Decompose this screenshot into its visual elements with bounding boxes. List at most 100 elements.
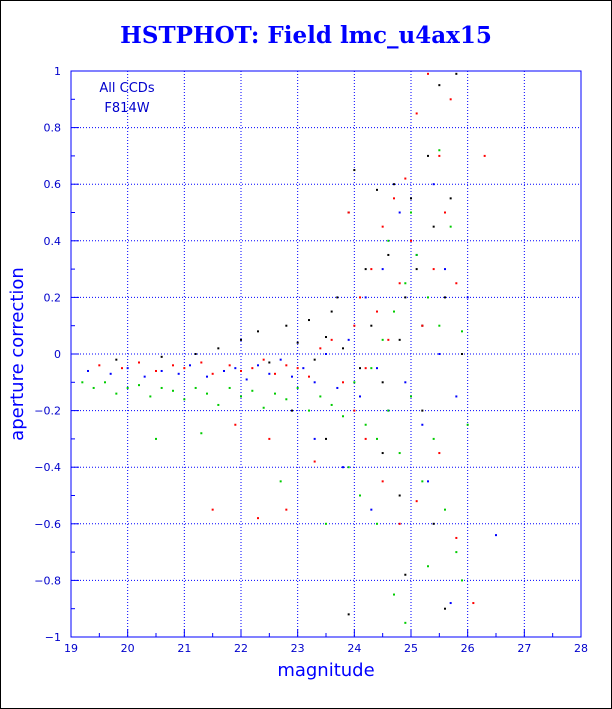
data-point [438,324,441,327]
data-point [432,183,435,186]
data-point [353,381,356,384]
data-point [217,347,220,350]
data-point [347,338,350,341]
data-point [381,268,384,271]
data-point [376,188,378,191]
data-point [432,225,435,228]
data-point [427,296,429,299]
data-point [449,602,452,605]
data-point [274,372,276,375]
data-point [455,536,458,539]
data-point [143,375,146,378]
data-point [228,364,231,367]
x-tick-label: 22 [234,642,248,655]
data-point [427,480,429,483]
data-point [427,154,429,157]
data-point [302,367,305,370]
data-point [421,480,424,483]
data-point [319,347,322,350]
data-point [438,452,441,455]
data-point [92,386,95,389]
data-point [438,84,441,87]
data-points [81,72,497,624]
data-point [364,437,367,440]
data-point [268,361,271,364]
data-point [325,522,327,525]
data-point [183,398,186,401]
data-point [455,282,458,285]
data-point [455,72,458,75]
data-point [330,403,333,406]
data-point [370,268,373,271]
data-point [387,338,390,341]
x-tick-label: 20 [121,642,135,655]
data-point [410,211,412,214]
data-point [461,579,463,582]
data-point [376,437,378,440]
data-point [381,225,384,228]
data-point [160,355,163,358]
data-point [421,324,424,327]
data-point [342,466,344,469]
data-point [415,112,418,115]
data-point [438,154,441,157]
data-point [291,409,293,412]
data-point [274,392,276,395]
x-tick-label: 28 [574,642,588,655]
data-point [279,358,282,361]
data-point [359,395,361,398]
axis-ticks: 19 20 21 22 23 24 25 26 27 28 1 0.8 0.6 0.4 0.2 0 −0.2 −0… [34,65,588,655]
y-axis-label: aperture correction [7,267,28,441]
data-point [257,364,259,367]
data-point [234,367,237,370]
data-point [370,508,373,511]
data-point [330,338,333,341]
data-point [211,508,214,511]
data-point [194,386,197,389]
data-point [200,432,203,435]
data-point [251,389,254,392]
data-point [325,437,327,440]
data-point [410,239,412,242]
data-point [432,522,435,525]
data-point [155,437,157,440]
y-tick-label: −0.6 [34,518,61,531]
data-point [376,522,378,525]
y-tick-label: −0.4 [34,461,61,474]
y-tick-label: 0.2 [44,291,62,304]
data-point [427,565,429,568]
data-point [285,398,288,401]
data-point [398,494,401,497]
data-point [410,197,412,200]
data-point [404,282,407,285]
data-point [347,211,350,214]
data-point [364,367,367,370]
data-point [279,480,282,483]
data-point [285,508,288,511]
data-point [347,466,350,469]
data-point [206,392,208,395]
data-point [228,386,231,389]
data-point [398,452,401,455]
data-point [155,369,157,372]
data-point [296,386,299,389]
data-point [387,253,390,256]
y-tick-label: 0 [54,348,61,361]
data-point [449,225,452,228]
data-point [189,364,191,367]
data-point [194,353,197,355]
data-point [172,389,174,392]
data-point [398,211,401,214]
data-point [444,296,446,299]
data-point [466,296,469,299]
data-point [415,268,418,271]
data-point [410,395,412,398]
data-point [206,375,208,378]
annotation-ccds: All CCDs [99,81,154,96]
y-tick-label: 0.4 [44,235,62,248]
data-point [415,500,418,503]
data-point [217,403,220,406]
data-point [376,310,378,313]
x-tick-label: 23 [291,642,305,655]
